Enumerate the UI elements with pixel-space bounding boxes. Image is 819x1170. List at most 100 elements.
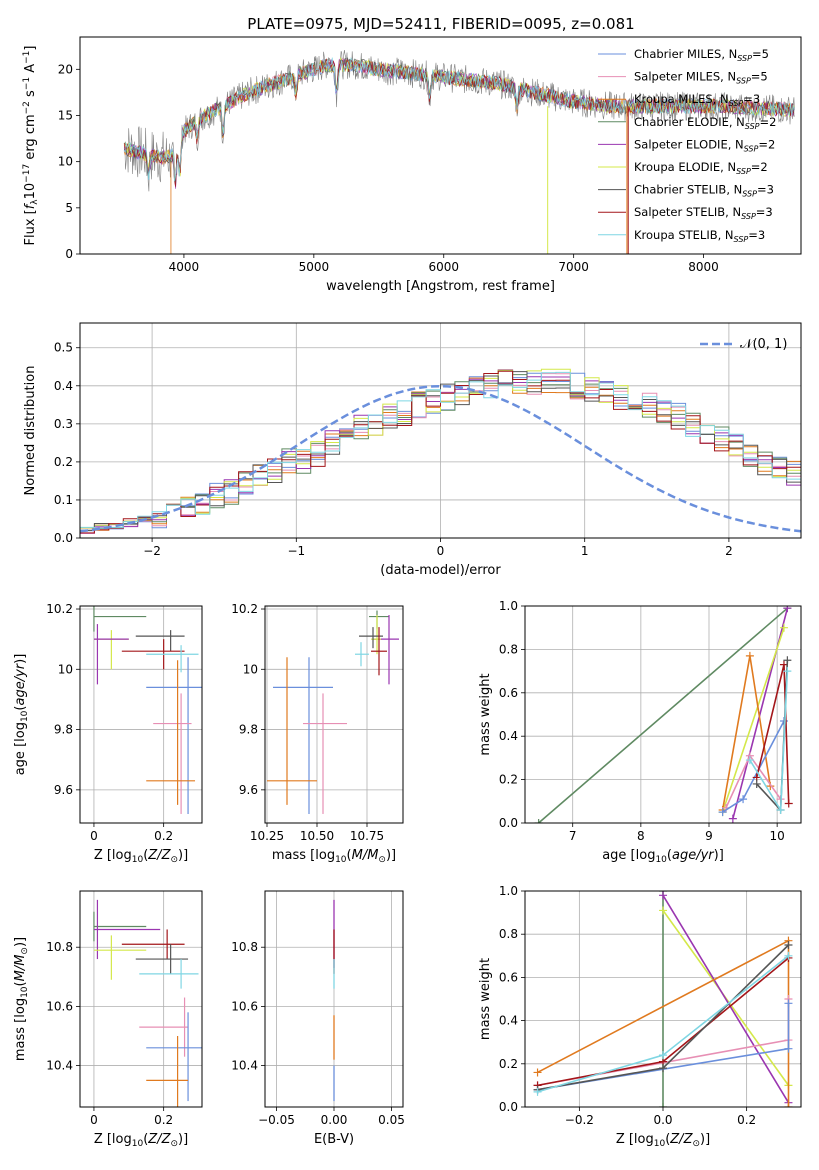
superscript: −1 bbox=[22, 77, 32, 90]
label-part: )] bbox=[714, 848, 724, 863]
y-tick-label: 0.4 bbox=[499, 1014, 518, 1028]
legend-tail: =2 bbox=[758, 137, 775, 151]
axes-frame bbox=[264, 605, 404, 824]
label-part: f bbox=[23, 202, 38, 209]
panel-residual-histogram: −2 −1 0 1 2 0.0 0.1 0.2 0.3 0.4 0.5 (data-model)/er… bbox=[23, 322, 802, 578]
subscript: ⊙ bbox=[692, 1139, 700, 1149]
y-tick-label: 9.8 bbox=[239, 723, 258, 737]
model-spectrum-kroupa_stelib bbox=[123, 57, 795, 182]
label-part: ( bbox=[13, 706, 28, 711]
label-part: erg cm bbox=[23, 114, 38, 163]
y-tick-label: 0.6 bbox=[499, 686, 518, 700]
y-tick-label: 10 bbox=[58, 662, 73, 676]
subscript: 10 bbox=[132, 1139, 144, 1149]
y-axis-label-mass-weight-vs-Z: mass weight bbox=[478, 958, 493, 1040]
y-axis-label-age-vs-Z: age [log10(age/yr)] bbox=[13, 654, 30, 776]
label-part: M/M bbox=[352, 848, 379, 863]
legend-subscript: SSP bbox=[742, 190, 757, 199]
legend-entry-chabrier_miles: Chabrier MILES, NSSP=5 bbox=[634, 47, 769, 63]
y-tick-label: 15 bbox=[58, 108, 73, 122]
series-marker-salpeter_elodie bbox=[783, 606, 792, 613]
legend-tail: =3 bbox=[756, 205, 773, 219]
series-marker-kroupa_stelib bbox=[745, 756, 754, 765]
plot-area bbox=[93, 899, 202, 1107]
legend-subscript: SSP bbox=[736, 167, 751, 176]
y-tick-label: 10.2 bbox=[231, 602, 258, 616]
x-tick-label: 4000 bbox=[169, 260, 200, 274]
figure-title: PLATE=0975, MJD=52411, FIBERID=0095, z=0… bbox=[247, 15, 634, 33]
y-tick-label: 10.6 bbox=[46, 999, 73, 1013]
label-part: ] bbox=[23, 46, 38, 51]
y-tick-label: 0.0 bbox=[499, 816, 518, 830]
grid bbox=[80, 891, 202, 1107]
series-marker-kroupa_stelib bbox=[783, 667, 792, 676]
x-tick-label: 10.75 bbox=[350, 829, 384, 843]
y-tick-label: 5 bbox=[65, 201, 73, 215]
histogram-x-label: (data-model)/error bbox=[380, 563, 501, 578]
x-tick-label: 0 bbox=[90, 1113, 98, 1127]
y-tick-label: 10.6 bbox=[231, 999, 258, 1013]
y-tick-label: 0.2 bbox=[54, 455, 73, 469]
legend-subscript: SSP bbox=[745, 122, 760, 131]
subscript: 10 bbox=[335, 855, 347, 865]
x-tick-label: 0.00 bbox=[321, 1113, 348, 1127]
legend-subscript: SSP bbox=[734, 235, 749, 244]
legend-tail: =2 bbox=[751, 160, 768, 174]
label-part: ( bbox=[143, 848, 148, 863]
x-axis-label-mass-weight-vs-age: age [log10(age/yr)] bbox=[602, 848, 724, 865]
x-tick-label: 10 bbox=[770, 829, 785, 843]
superscript: −17 bbox=[22, 164, 32, 183]
spectrum-legend: Chabrier MILES, NSSP=5 Salpeter MILES, NS… bbox=[598, 47, 776, 244]
legend-entry-chabrier_elodie: Chabrier ELODIE, NSSP=2 bbox=[634, 115, 776, 131]
plot-area bbox=[93, 606, 202, 814]
legend-tail: =5 bbox=[751, 70, 768, 84]
subscript: ⊙ bbox=[378, 855, 386, 865]
model-spectrum-chabrier_stelib bbox=[123, 56, 795, 183]
y-tick-label: 0.2 bbox=[499, 1057, 518, 1071]
x-tick-label: 7 bbox=[569, 829, 577, 843]
y-tick-label: 0.8 bbox=[499, 927, 518, 941]
panel-mass-vs-Z: 0 0.2 10.4 10.6 10.8 Z [log10(Z/Z⊙)] mass [log… bbox=[13, 890, 203, 1149]
x-tick-label: 0.05 bbox=[378, 1113, 405, 1127]
x-tick-label: 10.25 bbox=[250, 829, 284, 843]
histogram-chabrier_elodie bbox=[80, 369, 801, 538]
histogram-chabrier_miles bbox=[80, 372, 801, 538]
y-tick-label: 0 bbox=[65, 247, 73, 261]
series-marker-chabrier_miles bbox=[784, 999, 793, 1008]
plot-area bbox=[533, 891, 793, 1107]
panel-mass-vs-EBV: −0.05 0.00 0.05 10.4 10.6 10.8 E(B-V) bbox=[231, 890, 405, 1147]
label-part: ( bbox=[143, 1132, 148, 1147]
y-tick-label: 10.4 bbox=[46, 1059, 73, 1073]
label-part: Z/Z bbox=[147, 1132, 171, 1147]
series-line-salpeter_elodie bbox=[662, 894, 790, 1104]
axes-frame bbox=[524, 890, 802, 1108]
y-tick-label: 0.5 bbox=[54, 341, 73, 355]
y-tick-label: 0.0 bbox=[54, 531, 73, 545]
series-marker-salpeter_elodie bbox=[728, 814, 737, 823]
x-tick-label: 0 bbox=[90, 829, 98, 843]
histogram-kroupa_elodie bbox=[80, 368, 801, 538]
y-tick-label: 0.4 bbox=[499, 729, 518, 743]
histogram-y-label: Normed distribution bbox=[23, 366, 38, 496]
series-marker-kroupa_elodie bbox=[659, 906, 667, 915]
y-tick-label: 0.3 bbox=[54, 417, 73, 431]
subscript: λ bbox=[30, 199, 40, 205]
label-part: ( bbox=[665, 1132, 670, 1147]
legend-subscript: SSP bbox=[741, 212, 756, 221]
label-part: age/yr bbox=[13, 662, 28, 705]
label-part: )] bbox=[178, 848, 188, 863]
series-marker-kroupa_miles bbox=[784, 1103, 793, 1107]
model-spectrum-salpeter_stelib bbox=[123, 58, 795, 187]
x-tick-label: 0.0 bbox=[653, 1113, 672, 1127]
y-tick-label: 9.6 bbox=[54, 783, 73, 797]
axes-frame bbox=[79, 36, 802, 255]
histogram-salpeter_stelib bbox=[80, 370, 801, 538]
y-axis-label-mass-weight-vs-age: mass weight bbox=[478, 673, 493, 755]
legend-entry-kroupa_stelib: Kroupa STELIB, NSSP=3 bbox=[634, 228, 765, 244]
x-tick-label: −0.05 bbox=[258, 1113, 295, 1127]
y-tick-label: 10.8 bbox=[231, 940, 258, 954]
legend-subscript: SSP bbox=[737, 54, 752, 63]
axes-frame bbox=[79, 605, 203, 824]
legend-tail: =3 bbox=[757, 183, 774, 197]
